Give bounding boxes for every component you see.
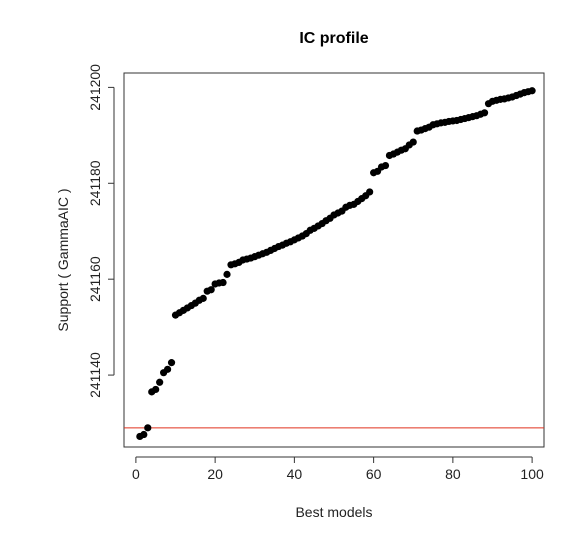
data-point xyxy=(366,188,374,196)
y-tick-label: 241140 xyxy=(87,352,103,398)
data-point xyxy=(199,294,207,302)
data-point xyxy=(207,286,215,294)
x-tick-label: 20 xyxy=(207,466,223,482)
data-point xyxy=(528,87,536,95)
data-point xyxy=(480,109,489,117)
data-point xyxy=(144,424,152,432)
x-tick-label: 100 xyxy=(520,466,544,482)
x-tick-label: 60 xyxy=(366,466,382,482)
y-tick-label: 241180 xyxy=(87,160,103,206)
x-axis: 0 20 40 60 80 100 xyxy=(132,456,544,482)
data-point xyxy=(223,270,231,278)
data-point xyxy=(163,365,172,373)
y-axis: 241140 241160 241180 241200 xyxy=(87,64,115,398)
y-tick-label: 241160 xyxy=(87,256,103,302)
data-point xyxy=(381,161,390,170)
chart-title: IC profile xyxy=(299,30,368,47)
data-point xyxy=(140,430,148,439)
data-point xyxy=(167,359,176,367)
y-tick-label: 241200 xyxy=(87,64,103,111)
data-point xyxy=(409,138,417,146)
x-axis-label: Best models xyxy=(295,504,372,520)
data-point xyxy=(156,378,164,386)
data-points xyxy=(136,87,536,441)
plot-frame xyxy=(123,72,545,448)
data-point xyxy=(219,278,227,287)
y-axis-label: Support ( GammaAIC ) xyxy=(55,188,71,331)
data-point xyxy=(152,385,160,394)
x-tick-label: 0 xyxy=(132,466,140,482)
x-tick-label: 40 xyxy=(287,466,303,482)
x-tick-label: 80 xyxy=(445,466,461,482)
